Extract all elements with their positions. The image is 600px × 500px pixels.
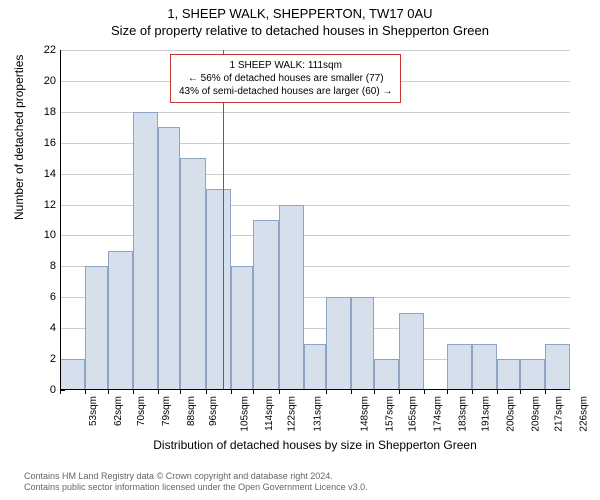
histogram-bar — [399, 313, 424, 390]
x-tick-label: 114sqm — [264, 396, 275, 431]
x-tick-label: 157sqm — [385, 396, 396, 432]
x-tick-mark — [497, 390, 498, 394]
x-tick-mark — [374, 390, 375, 394]
x-tick-label: 105sqm — [239, 396, 250, 432]
x-tick-mark — [108, 390, 109, 394]
y-tick-label: 18 — [44, 106, 56, 118]
histogram-bar — [279, 205, 304, 390]
x-tick-mark — [231, 390, 232, 394]
x-tick-mark — [253, 390, 254, 394]
x-axis: 53sqm 62sqm 70sqm 79sqm 88sqm 96sqm 105sqm 114s… — [60, 390, 570, 440]
x-tick-label: 191sqm — [480, 396, 491, 432]
y-tick-label: 12 — [44, 199, 56, 211]
y-tick-label: 14 — [44, 168, 56, 180]
x-tick-mark — [158, 390, 159, 394]
x-tick-label: 62sqm — [113, 396, 124, 426]
histogram-bar — [158, 127, 180, 390]
histogram-bar — [304, 344, 326, 390]
x-tick-label: 122sqm — [287, 396, 298, 432]
x-tick-mark — [279, 390, 280, 394]
x-tick-label: 96sqm — [209, 396, 220, 426]
annotation-line3: 43% of semi-detached houses are larger (… — [179, 85, 392, 98]
y-axis-line — [60, 50, 61, 390]
footer-line1: Contains HM Land Registry data © Crown c… — [24, 471, 368, 483]
gridline — [60, 50, 570, 51]
histogram-bar — [108, 251, 133, 390]
x-tick-label: 53sqm — [88, 396, 99, 426]
annotation-box: 1 SHEEP WALK: 111sqm ← 56% of detached h… — [170, 54, 401, 103]
y-tick-label: 0 — [50, 384, 56, 396]
x-tick-mark — [180, 390, 181, 394]
annotation-line1: 1 SHEEP WALK: 111sqm — [179, 59, 392, 72]
chart-plot-area: 1 SHEEP WALK: 111sqm ← 56% of detached h… — [60, 50, 570, 390]
histogram-bar — [472, 344, 497, 390]
x-tick-label: 70sqm — [136, 396, 147, 426]
histogram-bar — [545, 344, 570, 390]
x-tick-mark — [60, 390, 61, 394]
y-tick-label: 4 — [50, 322, 56, 334]
x-tick-mark — [447, 390, 448, 394]
x-tick-label: 200sqm — [506, 396, 517, 432]
x-tick-label: 183sqm — [458, 396, 469, 432]
x-tick-mark — [472, 390, 473, 394]
x-tick-label: 88sqm — [186, 396, 197, 426]
footer-line2: Contains public sector information licen… — [24, 482, 368, 494]
y-axis: 0246810121416182022 — [35, 50, 60, 390]
histogram-bar — [253, 220, 278, 390]
x-tick-mark — [133, 390, 134, 394]
chart-subtitle: Size of property relative to detached ho… — [0, 23, 600, 38]
annotation-line2: ← 56% of detached houses are smaller (77… — [179, 72, 392, 85]
x-tick-label: 165sqm — [407, 396, 418, 432]
histogram-bar — [206, 189, 231, 390]
histogram-bar — [180, 158, 205, 390]
x-tick-mark — [326, 390, 327, 394]
x-axis-label: Distribution of detached houses by size … — [60, 438, 570, 452]
histogram-bar — [447, 344, 472, 390]
y-tick-label: 16 — [44, 137, 56, 149]
x-tick-label: 226sqm — [578, 396, 589, 432]
x-tick-mark — [351, 390, 352, 394]
x-tick-label: 217sqm — [553, 396, 564, 432]
histogram-bar — [85, 266, 107, 390]
x-tick-mark — [545, 390, 546, 394]
histogram-bar — [326, 297, 351, 390]
x-tick-mark — [399, 390, 400, 394]
x-tick-label: 209sqm — [531, 396, 542, 432]
x-tick-label: 131sqm — [312, 396, 323, 432]
y-axis-label: Number of detached properties — [12, 55, 26, 220]
y-tick-label: 10 — [44, 229, 56, 241]
histogram-bar — [231, 266, 253, 390]
histogram-bar — [497, 359, 519, 390]
x-tick-label: 148sqm — [360, 396, 371, 432]
histogram-bar — [520, 359, 545, 390]
x-tick-mark — [206, 390, 207, 394]
x-tick-mark — [85, 390, 86, 394]
y-tick-label: 2 — [50, 353, 56, 365]
x-tick-mark — [520, 390, 521, 394]
x-tick-label: 174sqm — [433, 396, 444, 432]
histogram-bar — [60, 359, 85, 390]
y-tick-label: 6 — [50, 291, 56, 303]
histogram-bar — [133, 112, 158, 390]
y-tick-label: 22 — [44, 44, 56, 56]
histogram-bar — [374, 359, 399, 390]
y-tick-label: 20 — [44, 75, 56, 87]
x-tick-mark — [424, 390, 425, 394]
footer-attribution: Contains HM Land Registry data © Crown c… — [24, 471, 368, 494]
y-tick-label: 8 — [50, 260, 56, 272]
chart-title: 1, SHEEP WALK, SHEPPERTON, TW17 0AU — [0, 6, 600, 21]
histogram-bar — [351, 297, 373, 390]
x-tick-label: 79sqm — [161, 396, 172, 426]
